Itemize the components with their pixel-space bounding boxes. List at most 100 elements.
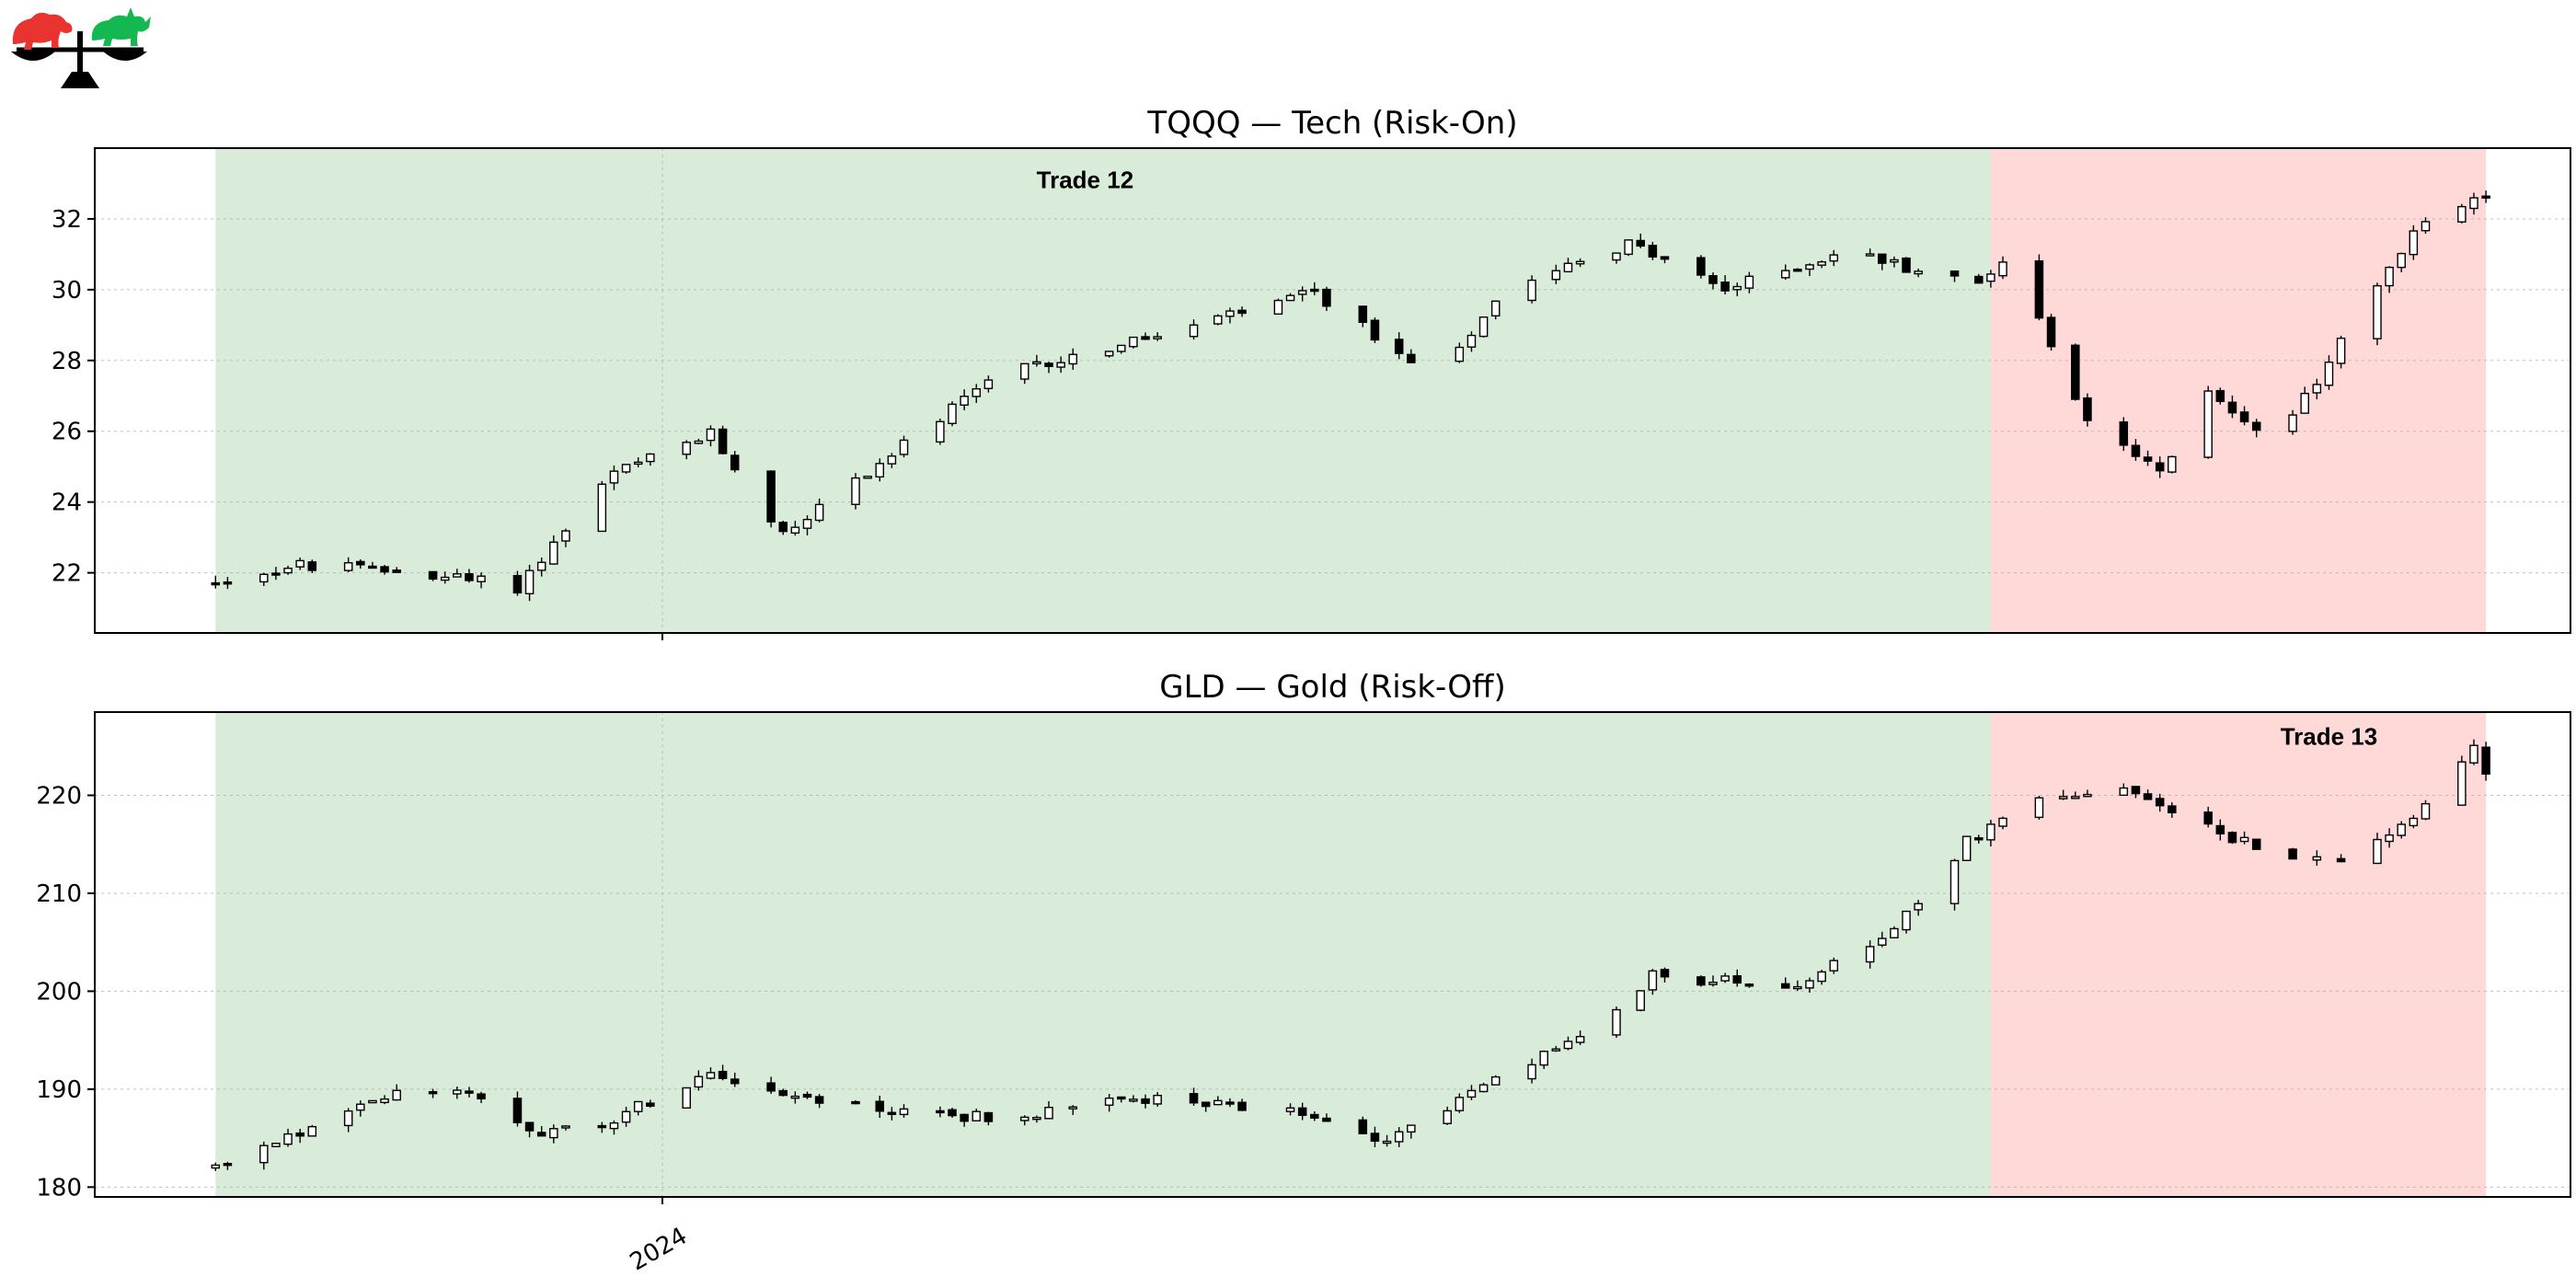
candle [2373, 282, 2382, 346]
candle [1153, 332, 1162, 341]
candle [2071, 343, 2080, 401]
candle-body-down [887, 1111, 897, 1115]
candle-body-down [2131, 786, 2141, 795]
candle-body-down [2288, 848, 2297, 860]
x-tick-label: 2024 [626, 1223, 692, 1277]
candle [307, 1124, 317, 1137]
candle [561, 528, 570, 547]
y-tick-label: 220 [36, 782, 82, 810]
candle-body-up [1805, 264, 1814, 270]
candle-body-down [512, 1098, 523, 1123]
candle-body-down [2481, 746, 2490, 776]
candle-body-down [524, 1121, 535, 1132]
risk-off-band [1990, 148, 2487, 633]
candle [1696, 255, 1706, 279]
candle-body-up [1998, 261, 2007, 277]
candle-body-up [621, 464, 631, 473]
y-tick-label: 32 [52, 206, 82, 234]
candle-body-down [1189, 1093, 1199, 1104]
candle [2071, 791, 2080, 799]
candle [2168, 802, 2177, 818]
candle [2385, 828, 2394, 848]
candle-body-down [1732, 975, 1742, 984]
candle [211, 1162, 221, 1171]
candle-body-down [2155, 798, 2165, 807]
candle [1443, 1106, 1452, 1125]
candle-body-up [1527, 279, 1536, 302]
candle-body-down [1878, 253, 1887, 264]
candle [778, 1088, 788, 1097]
candle [1225, 307, 1235, 324]
candle [1961, 835, 1972, 861]
candle [2251, 838, 2261, 850]
candle [1237, 306, 1247, 317]
candle [1865, 940, 1875, 969]
candle [609, 1120, 619, 1135]
candle [380, 565, 389, 575]
candle [1575, 258, 1585, 268]
candle [2469, 739, 2478, 765]
candle [694, 438, 704, 444]
panel-title: GLD — Gold (Risk-Off) [1159, 669, 1505, 706]
candle-body-down [2071, 344, 2080, 400]
candle [1998, 816, 2007, 830]
candle [549, 535, 558, 565]
candle [2300, 386, 2309, 414]
candle [2239, 831, 2249, 845]
candle-body-up [2397, 823, 2406, 836]
candle [633, 1100, 643, 1116]
candle [983, 375, 994, 393]
candle [2215, 387, 2225, 405]
candle-body-up [1297, 290, 1307, 295]
candle-body-up [1213, 315, 1223, 325]
candle-body-down [2481, 195, 2490, 199]
candle-body-up [1563, 262, 1573, 273]
candle-body-up [1829, 254, 1839, 262]
candle-body-up [1624, 239, 1633, 256]
candle-body-up [1455, 346, 1465, 362]
candle-body-up [1805, 980, 1814, 989]
candle-body-up [271, 1143, 281, 1147]
candle [2155, 456, 2165, 478]
candle-body-up [1117, 344, 1126, 352]
candle-body-up [307, 1125, 317, 1137]
candle [259, 1141, 269, 1170]
candle-body-up [1527, 1064, 1536, 1080]
candle [1032, 1115, 1041, 1123]
candle [1720, 972, 1730, 983]
candle [2288, 409, 2297, 435]
candle-body-down [2203, 811, 2213, 825]
candle-body-down [1974, 837, 1984, 841]
candle [948, 401, 957, 427]
candle-body-down [307, 561, 317, 571]
candle-body-up [790, 1095, 800, 1099]
candle [766, 1076, 776, 1094]
candle [1829, 249, 1839, 267]
candle [1780, 264, 1790, 281]
candle-body-down [646, 1102, 655, 1107]
candle-body-down [1225, 1101, 1235, 1105]
candle-body-up [1032, 1116, 1041, 1121]
candle-body-up [1466, 1089, 1477, 1098]
candle [380, 1095, 389, 1105]
candle-body-up [1394, 1131, 1404, 1143]
candle-body-up [2373, 284, 2382, 339]
candle [1117, 1096, 1126, 1103]
candle-body-up [633, 461, 643, 466]
candle-body-down [1793, 269, 1802, 272]
candle-body-up [524, 569, 535, 595]
candle [453, 1087, 462, 1099]
candle-body-down [2227, 401, 2237, 414]
candle-body-down [730, 1078, 740, 1085]
candle-body-up [1986, 823, 1995, 841]
risk-on-band [215, 712, 1991, 1197]
candle [536, 557, 546, 577]
candle-body-up [2288, 414, 2297, 432]
candle [1780, 977, 1790, 989]
candle-body-up [1455, 1097, 1465, 1111]
candle [1019, 1115, 1029, 1126]
candle-body-up [1153, 336, 1162, 339]
candle-body-up [1732, 285, 1742, 291]
candle-body-up [1285, 294, 1295, 302]
candle-body-up [1744, 275, 1754, 289]
